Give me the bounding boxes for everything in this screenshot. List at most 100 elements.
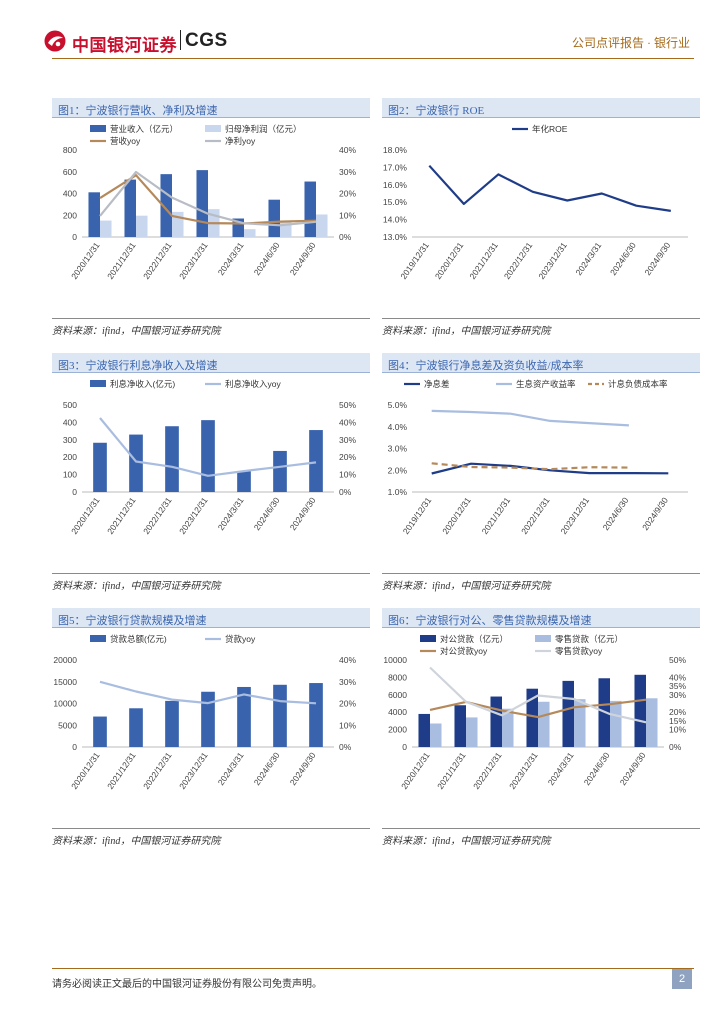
- y-tick-label-left: 200: [63, 452, 77, 462]
- legend-label: 利息净收入(亿元): [110, 379, 175, 389]
- bar-1: [526, 688, 538, 747]
- series-line-3: [431, 462, 629, 471]
- figure-6-title: 图6：宁波银行对公、零售贷款规模及增速: [382, 608, 700, 628]
- y-tick-label-right: 0%: [339, 232, 352, 242]
- bar-1: [160, 174, 172, 237]
- x-tick-label: 2024/3/31: [216, 495, 246, 532]
- legend-swatch-bar: [205, 125, 221, 132]
- x-tick-label: 2024/9/30: [288, 750, 318, 787]
- y-tick-label-left: 8000: [388, 672, 407, 682]
- x-tick-label: 2024/6/30: [252, 240, 282, 277]
- y-tick-label-right: 40%: [669, 672, 686, 682]
- bar-2: [136, 215, 148, 237]
- legend-label: 营业收入（亿元）: [110, 124, 178, 134]
- figure-3: 图3：宁波银行利息净收入及增速 0 100 200 300 400 500 0% 10% 20%…: [52, 353, 370, 592]
- bar-1: [309, 430, 323, 492]
- bar-2: [280, 222, 292, 237]
- y-tick-label-left: 300: [63, 435, 77, 445]
- y-tick-label-left: 600: [63, 167, 77, 177]
- series-line-2: [429, 666, 647, 724]
- y-tick-label-left: 4.0%: [388, 422, 408, 432]
- figure-2-source: 资料来源：ifind，中国银河证券研究院: [382, 318, 700, 337]
- report-type: 公司点评报告 · 银行业: [572, 36, 690, 50]
- series-line-1: [99, 417, 317, 477]
- figure-5-source: 资料来源：ifind，中国银河证券研究院: [52, 828, 370, 847]
- figure-1-source: 资料来源：ifind，中国银河证券研究院: [52, 318, 370, 337]
- bar-1: [93, 442, 107, 492]
- y-tick-label-left: 15000: [53, 677, 77, 687]
- bar-1: [124, 179, 136, 237]
- bar-1: [232, 218, 244, 237]
- y-tick-label-right: 0%: [339, 487, 352, 497]
- bar-2: [466, 717, 478, 747]
- legend-label: 零售贷款（亿元）: [555, 634, 623, 644]
- figure-6-source: 资料来源：ifind，中国银河证券研究院: [382, 828, 700, 847]
- figure-4-chart: 1.0% 2.0% 3.0% 4.0% 5.0% 2019/12/31 2020/12/31…: [388, 379, 688, 536]
- y-tick-label-left: 1.0%: [388, 487, 408, 497]
- y-tick-label-left: 4000: [388, 707, 407, 717]
- bar-1: [237, 471, 251, 492]
- bar-2: [610, 700, 622, 747]
- legend-label: 对公贷款yoy: [440, 646, 488, 656]
- y-tick-label-left: 0: [72, 487, 77, 497]
- y-tick-label-right: 10%: [339, 210, 356, 220]
- figure-5-chart: 0 5000 10000 15000 20000 0% 10% 20% 30% 40% 2020/1…: [53, 634, 356, 791]
- x-tick-label: 2020/12/31: [440, 495, 473, 536]
- bar-1: [237, 686, 251, 747]
- x-tick-label: 2024/6/30: [582, 750, 612, 787]
- figure-2-title: 图2：宁波银行 ROE: [382, 98, 700, 118]
- series-line-2: [99, 170, 317, 227]
- x-tick-label: 2024/3/31: [546, 750, 576, 787]
- figure-4-source: 资料来源：ifind，中国银河证券研究院: [382, 573, 700, 592]
- bar-1: [454, 705, 466, 747]
- page-number: 2: [672, 969, 692, 989]
- x-tick-label: 2024/9/30: [642, 240, 672, 277]
- x-tick-label: 2023/12/31: [177, 240, 210, 281]
- y-tick-label-left: 5000: [58, 720, 77, 730]
- x-tick-label: 2022/12/31: [519, 495, 552, 536]
- x-tick-label: 2024/6/30: [252, 750, 282, 787]
- y-tick-label-right: 30%: [339, 435, 356, 445]
- x-tick-label: 2024/9/30: [288, 240, 318, 277]
- y-tick-label-right: 40%: [339, 145, 356, 155]
- bar-2: [538, 701, 550, 747]
- bar-1: [268, 199, 280, 237]
- y-tick-label-left: 13.0%: [383, 232, 408, 242]
- legend-label: 零售贷款yoy: [555, 646, 603, 656]
- x-tick-label: 2019/12/31: [398, 240, 431, 281]
- y-tick-label-right: 20%: [669, 707, 686, 717]
- y-tick-label-right: 50%: [339, 400, 356, 410]
- y-tick-label-left: 10000: [53, 699, 77, 709]
- galaxy-logo-icon: [44, 30, 66, 52]
- y-tick-label-left: 400: [63, 417, 77, 427]
- x-tick-label: 2024/3/31: [216, 240, 246, 277]
- y-tick-label-left: 16.0%: [383, 180, 408, 190]
- bar-1: [165, 700, 179, 747]
- figure-1: 图1：宁波银行营收、净利及增速 0 200 400 600 800 0% 10% 20% 30%…: [52, 98, 370, 337]
- y-tick-label-right: 0%: [669, 742, 682, 752]
- x-tick-label: 2021/12/31: [467, 240, 500, 281]
- figure-3-chart: 0 100 200 300 400 500 0% 10% 20% 30% 40% 50% 2020/12…: [63, 379, 357, 536]
- bar-1: [490, 696, 502, 747]
- y-tick-label-left: 500: [63, 400, 77, 410]
- y-tick-label-left: 0: [402, 742, 407, 752]
- bar-2: [430, 723, 442, 747]
- bar-1: [562, 680, 574, 747]
- y-tick-label-left: 6000: [388, 690, 407, 700]
- bar-2: [316, 214, 328, 237]
- y-tick-label-right: 15%: [669, 716, 686, 726]
- figure-2-chart: 13.0% 14.0% 15.0% 16.0% 17.0% 18.0% 2019/12/31…: [383, 124, 688, 281]
- brand-divider: [180, 30, 181, 50]
- x-tick-label: 2022/12/31: [141, 240, 174, 281]
- page-header: 中国银河证券 CGS 公司点评报告 · 银行业: [0, 0, 724, 62]
- series-line-2: [431, 409, 629, 427]
- legend-label: 对公贷款（亿元）: [440, 634, 508, 644]
- bar-2: [502, 708, 514, 747]
- legend-label: 年化ROE: [532, 124, 568, 134]
- figure-2: 图2：宁波银行 ROE 13.0% 14.0% 15.0% 16.0% 17.0% 18.…: [382, 98, 700, 337]
- y-tick-label-right: 20%: [339, 699, 356, 709]
- x-tick-label: 2022/12/31: [141, 750, 174, 791]
- figure-3-title: 图3：宁波银行利息净收入及增速: [52, 353, 370, 373]
- figure-6: 图6：宁波银行对公、零售贷款规模及增速 0 2000 4000 6000 8000 100…: [382, 608, 700, 847]
- figure-5: 图5：宁波银行贷款规模及增速 0 5000 10000 15000 20000 0% 10%…: [52, 608, 370, 847]
